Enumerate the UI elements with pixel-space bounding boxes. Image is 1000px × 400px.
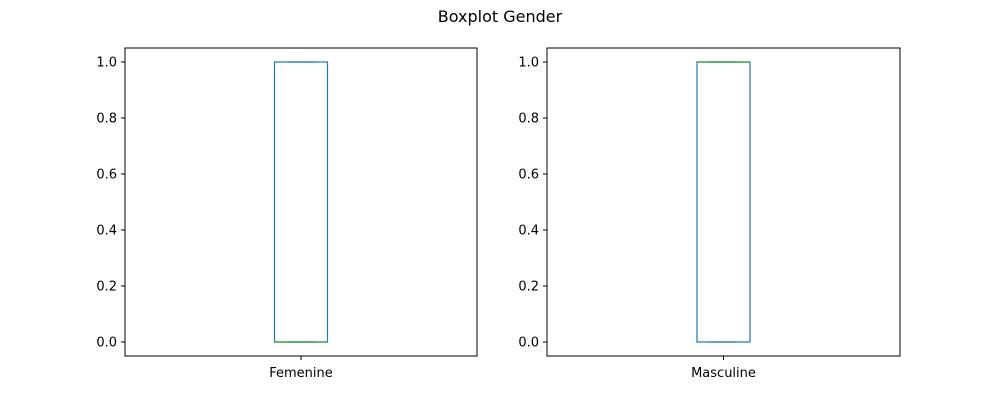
- y-tick-label: 1.0: [518, 56, 539, 71]
- y-tick-label: 0.6: [96, 168, 117, 183]
- panels: 0.00.20.40.60.81.0Femenine0.00.20.40.60.…: [96, 47, 901, 381]
- x-tick-label: Masculine: [691, 366, 756, 381]
- y-tick-label: 0.8: [518, 112, 539, 127]
- box: [696, 61, 751, 343]
- y-tick-label: 0.2: [518, 280, 539, 295]
- x-tick-label: Femenine: [269, 366, 333, 381]
- box: [273, 61, 329, 343]
- y-tick-label: 0.4: [96, 224, 117, 239]
- y-tick-label: 0.4: [518, 224, 539, 239]
- axes-frame: [546, 47, 901, 357]
- y-tick-label: 1.0: [96, 56, 117, 71]
- panel-masculine: 0.0 0.2 0.4 0.6 0.8 1.0 Masculine: [518, 47, 901, 381]
- y-tick-label: 0.0: [518, 336, 539, 351]
- y-tick-label: 0.8: [96, 112, 117, 127]
- panel-femenine: 0.0 0.2 0.4 0.6 0.8 1.0 Femenine: [96, 47, 478, 381]
- y-tick-label: 0.0: [96, 336, 117, 351]
- y-tick-label: 0.6: [518, 168, 539, 183]
- y-tick-label: 0.2: [96, 280, 117, 295]
- axes-frame: [124, 47, 478, 357]
- chart-title: Boxplot Gender: [438, 7, 563, 26]
